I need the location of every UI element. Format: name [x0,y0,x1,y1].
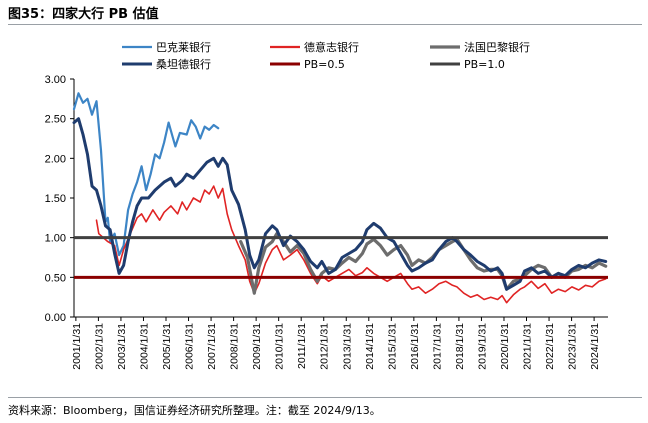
y-axis: 3.00 2.50 2.00 1.50 1.00 0.50 0.00 [45,74,75,324]
x-tick-label: 2006/1/31 [184,323,196,370]
legend-label: 桑坦德银行 [156,57,211,71]
x-tick-label: 2014/1/31 [364,323,376,370]
x-tick-label: 2023/1/31 [567,323,579,370]
y-tick-label: 3.00 [45,74,66,86]
x-tick-label: 2001/1/31 [71,323,83,370]
series-line-series [72,117,608,291]
series-line-series [95,185,607,304]
figure-title: 图35：四家大行 PB 估值 [8,7,159,22]
legend-label: 法国巴黎银行 [464,40,530,54]
x-tick-label: 2010/1/31 [274,323,286,370]
y-tick-label: 2.50 [45,114,66,126]
x-tick-label: 2020/1/31 [499,323,511,370]
x-tick-label: 2011/1/31 [296,323,308,369]
x-tick-label: 2008/1/31 [229,323,241,370]
x-tick-label: 2007/1/31 [206,323,218,370]
legend-label: 巴克莱银行 [156,40,211,54]
legend-label: PB=0.5 [304,58,345,71]
x-tick-label: 2002/1/31 [93,323,105,370]
x-tick-label: 2022/1/31 [544,323,556,370]
x-tick-label: 2003/1/31 [116,323,128,370]
x-tick-label: 2005/1/31 [161,323,173,370]
x-tick-label: 2015/1/31 [386,323,398,370]
x-tick-label: 2017/1/31 [431,323,443,370]
y-tick-label: 0.00 [45,312,66,324]
x-tick-label: 2018/1/31 [454,323,466,370]
y-tick-label: 2.00 [45,153,66,165]
x-tick-label: 2012/1/31 [319,323,331,370]
bottom-rule [8,397,642,398]
legend-label: PB=1.0 [464,58,505,71]
legend-label: 德意志银行 [304,40,359,54]
series-lines [72,92,608,304]
x-axis: 2001/1/31 2002/1/31 2003/1/31 2004/1/31 2005… [71,316,608,370]
x-tick-label: 2016/1/31 [409,323,421,370]
x-tick-label: 2013/1/31 [341,323,353,370]
top-rule [8,24,642,25]
x-tick-label: 2009/1/31 [251,323,263,370]
source-note: 资料来源：Bloomberg，国信证券经济研究所整理。注：截至 2024/9/1… [8,404,381,417]
y-tick-label: 1.50 [45,193,66,205]
x-tick-label: 2024/1/31 [589,323,601,370]
series-line-series [239,232,608,295]
x-tick-label: 2004/1/31 [138,323,150,370]
x-tick-label: 2021/1/31 [522,323,534,370]
y-tick-label: 1.00 [45,233,66,245]
series-line-series [72,92,220,257]
x-tick-label: 2019/1/31 [476,323,488,370]
y-tick-label: 0.50 [45,272,66,284]
